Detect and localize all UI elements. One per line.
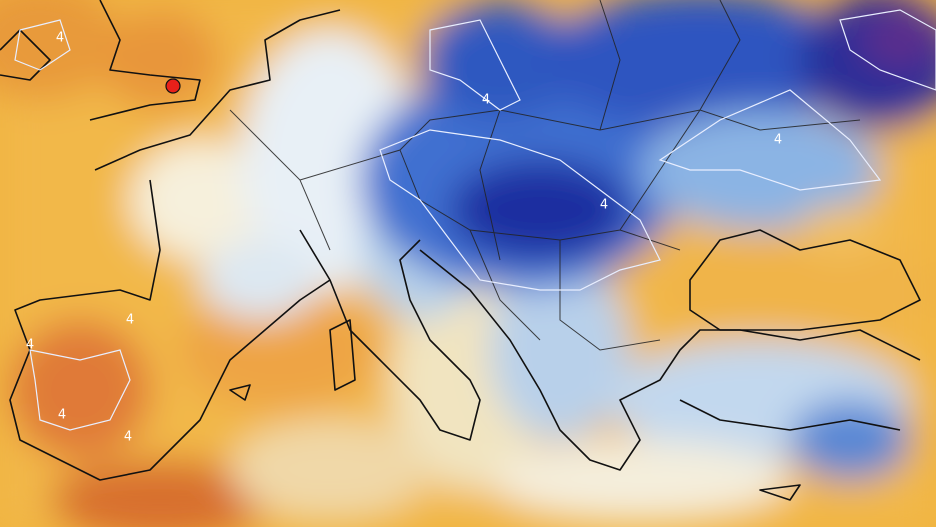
black-sea-coast [689, 229, 921, 331]
contour-labels: 4 4 4 4 4 4 4 4 [26, 31, 782, 445]
contour-label: 4 [124, 430, 132, 445]
north-coast [94, 9, 341, 171]
contour-label: 4 [774, 133, 782, 148]
contour-label: 4 [26, 338, 34, 353]
ireland-coast [0, 29, 51, 81]
contour-label: 4 [126, 313, 134, 328]
contour-label: 4 [56, 31, 64, 46]
borders [229, 0, 861, 351]
contour-label: 4 [600, 198, 608, 213]
balkan-coast [419, 249, 921, 471]
location-marker [165, 78, 181, 94]
anatolia-coast [679, 399, 901, 501]
islands [229, 319, 356, 401]
contour-label: 4 [58, 408, 66, 423]
contour-lines [14, 9, 936, 431]
britain-coast [89, 0, 201, 121]
contour-label: 4 [482, 93, 490, 108]
coastlines [0, 0, 921, 501]
iberia-coast [9, 179, 331, 481]
italy-coast [299, 229, 481, 441]
